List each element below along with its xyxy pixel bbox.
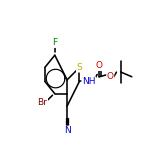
Text: O: O	[96, 61, 103, 71]
Text: Br: Br	[38, 98, 47, 107]
Text: S: S	[77, 63, 82, 72]
Text: F: F	[52, 38, 57, 47]
Text: O: O	[107, 72, 114, 81]
Text: N: N	[64, 126, 71, 135]
Text: NH: NH	[82, 77, 95, 86]
